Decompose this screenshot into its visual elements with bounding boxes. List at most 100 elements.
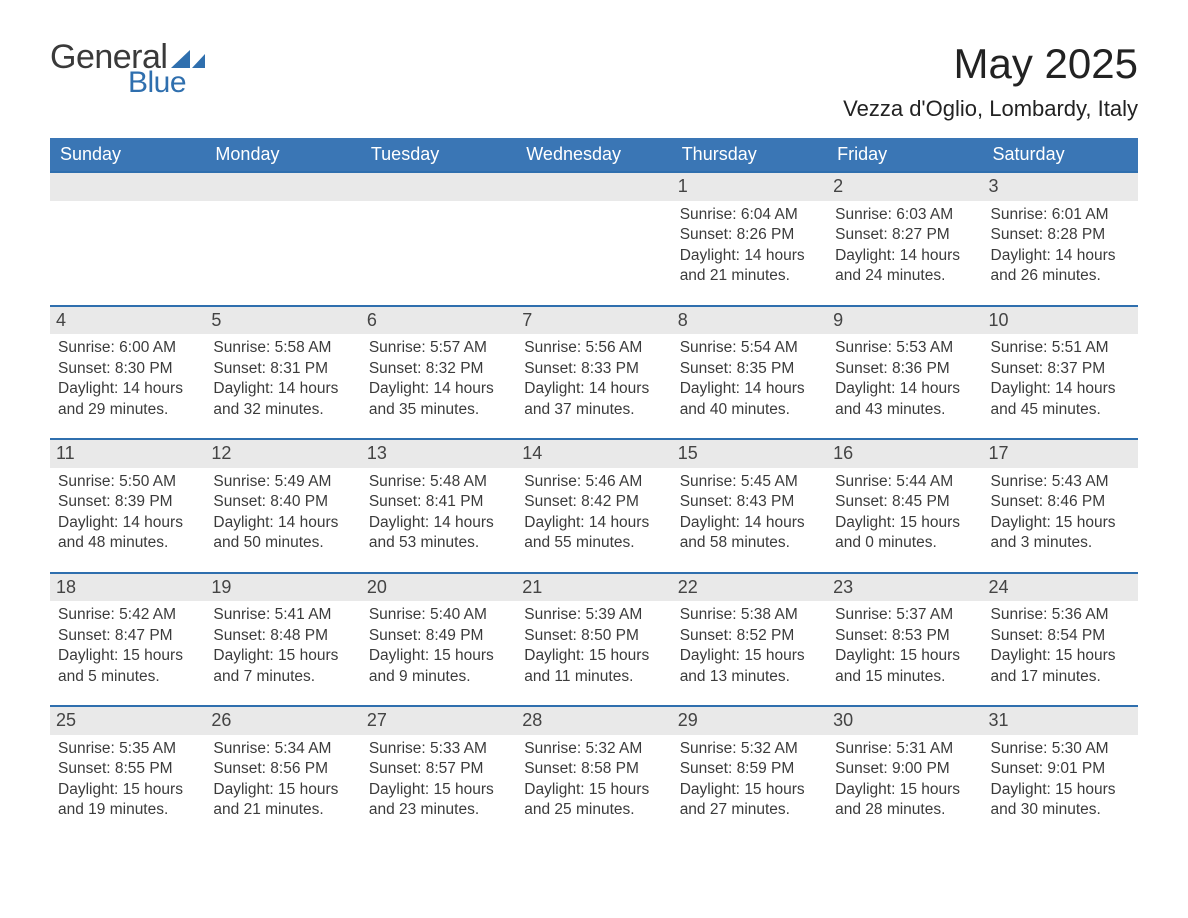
sunrise-line: Sunrise: 5:50 AM xyxy=(58,472,197,492)
sunset-value: 8:48 PM xyxy=(270,627,328,644)
sunset-label: Sunset: xyxy=(369,493,426,510)
day-number: 25 xyxy=(50,707,205,735)
sunset-value: 8:33 PM xyxy=(581,360,639,377)
dow-cell: Friday xyxy=(827,138,982,171)
daylight-label: Daylight: xyxy=(835,647,900,664)
daylight-label: Daylight: xyxy=(991,380,1056,397)
day-info: Sunrise: 5:43 AMSunset: 8:46 PMDaylight:… xyxy=(991,472,1130,554)
sunrise-line: Sunrise: 6:01 AM xyxy=(991,205,1130,225)
sunset-line: Sunset: 8:35 PM xyxy=(680,359,819,379)
day-info: Sunrise: 5:30 AMSunset: 9:01 PMDaylight:… xyxy=(991,739,1130,821)
day-cell xyxy=(50,173,205,305)
day-cell: 9Sunrise: 5:53 AMSunset: 8:36 PMDaylight… xyxy=(827,307,982,439)
day-info: Sunrise: 5:50 AMSunset: 8:39 PMDaylight:… xyxy=(58,472,197,554)
sunrise-label: Sunrise: xyxy=(680,473,741,490)
sunset-line: Sunset: 8:30 PM xyxy=(58,359,197,379)
sunrise-value: 5:32 AM xyxy=(741,740,798,757)
dow-cell: Wednesday xyxy=(516,138,671,171)
daylight-label: Daylight: xyxy=(58,781,123,798)
sunrise-value: 5:44 AM xyxy=(896,473,953,490)
sunset-value: 8:58 PM xyxy=(581,760,639,777)
sunrise-value: 5:43 AM xyxy=(1052,473,1109,490)
sunset-line: Sunset: 8:28 PM xyxy=(991,225,1130,245)
day-cell: 31Sunrise: 5:30 AMSunset: 9:01 PMDayligh… xyxy=(983,707,1138,839)
sunset-label: Sunset: xyxy=(58,627,115,644)
daylight-label: Daylight: xyxy=(991,647,1056,664)
sunrise-line: Sunrise: 5:34 AM xyxy=(213,739,352,759)
daylight-line: Daylight: 15 hours and 19 minutes. xyxy=(58,780,197,821)
sunrise-line: Sunrise: 5:46 AM xyxy=(524,472,663,492)
sunset-line: Sunset: 8:27 PM xyxy=(835,225,974,245)
sunrise-value: 5:42 AM xyxy=(119,606,176,623)
sunset-line: Sunset: 8:55 PM xyxy=(58,759,197,779)
sunset-label: Sunset: xyxy=(835,760,892,777)
sunset-label: Sunset: xyxy=(680,760,737,777)
sunset-value: 8:59 PM xyxy=(737,760,795,777)
sunrise-value: 5:39 AM xyxy=(585,606,642,623)
sunrise-label: Sunrise: xyxy=(524,339,585,356)
day-cell: 17Sunrise: 5:43 AMSunset: 8:46 PMDayligh… xyxy=(983,440,1138,572)
day-number: 1 xyxy=(672,173,827,201)
daylight-label: Daylight: xyxy=(835,247,900,264)
day-cell: 24Sunrise: 5:36 AMSunset: 8:54 PMDayligh… xyxy=(983,574,1138,706)
daylight-label: Daylight: xyxy=(524,380,589,397)
daylight-line: Daylight: 15 hours and 27 minutes. xyxy=(680,780,819,821)
sunset-line: Sunset: 8:46 PM xyxy=(991,492,1130,512)
day-info: Sunrise: 5:32 AMSunset: 8:59 PMDaylight:… xyxy=(680,739,819,821)
sunset-line: Sunset: 9:01 PM xyxy=(991,759,1130,779)
daylight-label: Daylight: xyxy=(835,514,900,531)
sunrise-line: Sunrise: 5:44 AM xyxy=(835,472,974,492)
daylight-line: Daylight: 15 hours and 13 minutes. xyxy=(680,646,819,687)
brand-logo: General Blue xyxy=(50,40,205,98)
sunrise-line: Sunrise: 6:00 AM xyxy=(58,338,197,358)
sunset-line: Sunset: 8:26 PM xyxy=(680,225,819,245)
daylight-line: Daylight: 15 hours and 30 minutes. xyxy=(991,780,1130,821)
sunrise-line: Sunrise: 5:39 AM xyxy=(524,605,663,625)
day-info: Sunrise: 5:40 AMSunset: 8:49 PMDaylight:… xyxy=(369,605,508,687)
daylight-line: Daylight: 15 hours and 3 minutes. xyxy=(991,513,1130,554)
day-number: 5 xyxy=(205,307,360,335)
sunrise-line: Sunrise: 5:40 AM xyxy=(369,605,508,625)
day-cell xyxy=(361,173,516,305)
sunrise-value: 5:40 AM xyxy=(430,606,487,623)
sunrise-line: Sunrise: 5:53 AM xyxy=(835,338,974,358)
day-number: 21 xyxy=(516,574,671,602)
sunrise-value: 5:46 AM xyxy=(585,473,642,490)
day-info: Sunrise: 5:56 AMSunset: 8:33 PMDaylight:… xyxy=(524,338,663,420)
sunrise-value: 5:51 AM xyxy=(1052,339,1109,356)
daylight-line: Daylight: 15 hours and 11 minutes. xyxy=(524,646,663,687)
sunrise-value: 5:45 AM xyxy=(741,473,798,490)
dow-header-row: SundayMondayTuesdayWednesdayThursdayFrid… xyxy=(50,138,1138,171)
day-number: 24 xyxy=(983,574,1138,602)
sunrise-label: Sunrise: xyxy=(680,339,741,356)
day-number: 19 xyxy=(205,574,360,602)
sunset-line: Sunset: 8:54 PM xyxy=(991,626,1130,646)
sunrise-label: Sunrise: xyxy=(991,740,1052,757)
sunset-value: 8:53 PM xyxy=(892,627,950,644)
sunset-label: Sunset: xyxy=(991,493,1048,510)
sunset-line: Sunset: 8:41 PM xyxy=(369,492,508,512)
sunset-label: Sunset: xyxy=(680,360,737,377)
sunrise-line: Sunrise: 6:04 AM xyxy=(680,205,819,225)
day-cell: 1Sunrise: 6:04 AMSunset: 8:26 PMDaylight… xyxy=(672,173,827,305)
day-number: 27 xyxy=(361,707,516,735)
sunset-label: Sunset: xyxy=(991,760,1048,777)
day-number: 17 xyxy=(983,440,1138,468)
sunset-label: Sunset: xyxy=(213,760,270,777)
sunrise-label: Sunrise: xyxy=(369,740,430,757)
sunrise-line: Sunrise: 5:54 AM xyxy=(680,338,819,358)
sunrise-value: 5:32 AM xyxy=(585,740,642,757)
day-info: Sunrise: 5:42 AMSunset: 8:47 PMDaylight:… xyxy=(58,605,197,687)
day-cell xyxy=(516,173,671,305)
daylight-label: Daylight: xyxy=(58,647,123,664)
sunset-line: Sunset: 8:47 PM xyxy=(58,626,197,646)
day-info: Sunrise: 5:57 AMSunset: 8:32 PMDaylight:… xyxy=(369,338,508,420)
day-number: 9 xyxy=(827,307,982,335)
daylight-label: Daylight: xyxy=(58,380,123,397)
sunrise-label: Sunrise: xyxy=(213,740,274,757)
sunset-value: 8:35 PM xyxy=(737,360,795,377)
daylight-line: Daylight: 14 hours and 55 minutes. xyxy=(524,513,663,554)
sunset-line: Sunset: 8:53 PM xyxy=(835,626,974,646)
sunset-label: Sunset: xyxy=(991,226,1048,243)
day-cell: 25Sunrise: 5:35 AMSunset: 8:55 PMDayligh… xyxy=(50,707,205,839)
